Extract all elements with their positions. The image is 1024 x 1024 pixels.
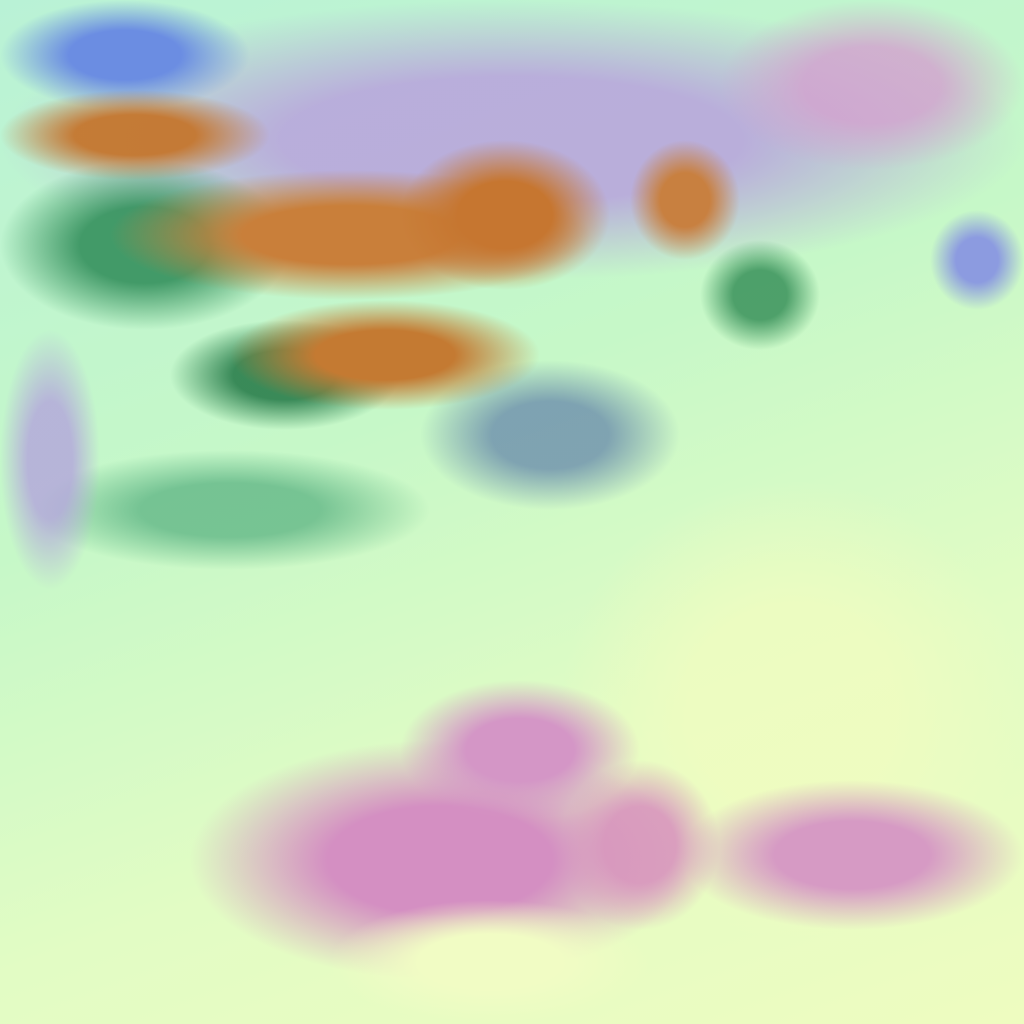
convection-orange-east <box>630 140 740 260</box>
convection-orange-west <box>0 90 270 180</box>
right-blue-patch <box>930 210 1024 310</box>
west-lavender-cloud <box>0 330 100 590</box>
convection-orange-core <box>400 140 610 290</box>
land-strip-east <box>680 780 1024 930</box>
upper-right-pink-cloud <box>720 0 1024 170</box>
convection-orange-south <box>230 300 540 410</box>
south-pale-cloud <box>330 900 650 1024</box>
